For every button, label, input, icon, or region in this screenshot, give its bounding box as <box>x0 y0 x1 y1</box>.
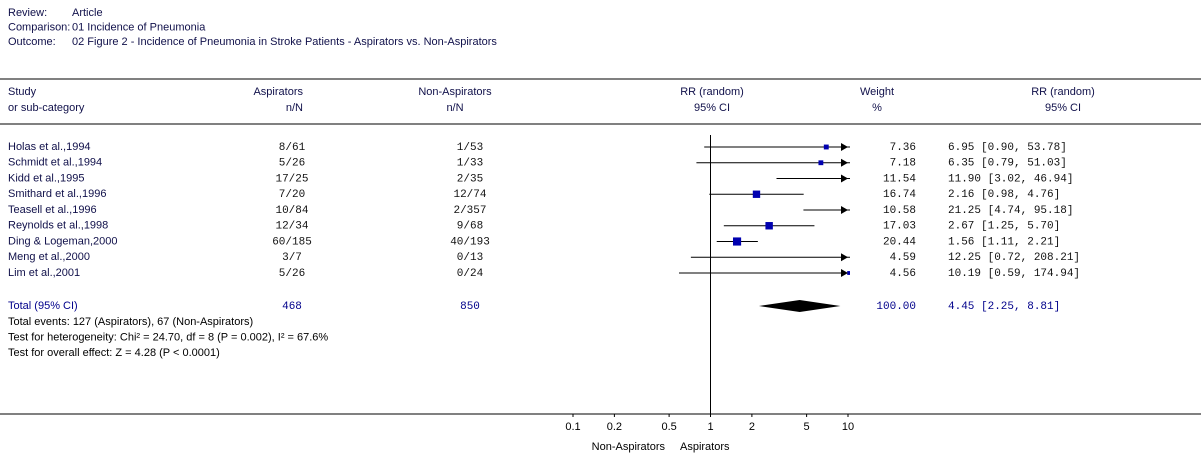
aspirators: 10/84 <box>275 205 308 217</box>
estimate-marker <box>823 144 829 150</box>
x-tick-label: 10 <box>842 421 854 433</box>
ci-arrow <box>841 143 848 151</box>
total-ci-label: 4.45 [2.25, 8.81] <box>948 301 1060 313</box>
study-name: Lim et al.,2001 <box>8 267 80 279</box>
ci-arrow <box>841 174 848 183</box>
total-aspirators: 468 <box>282 301 302 313</box>
aspirators: 8/61 <box>279 142 306 154</box>
ci-label: 12.25 [0.72, 208.21] <box>948 252 1080 264</box>
estimate-marker <box>765 222 773 230</box>
study-name: Kidd et al.,1995 <box>8 172 84 184</box>
header-label: Outcome: <box>8 36 56 48</box>
non-aspirators: 0/24 <box>457 268 484 280</box>
footnote: Test for heterogeneity: Chi² = 24.70, df… <box>8 331 328 343</box>
footnote: Total events: 127 (Aspirators), 67 (Non-… <box>8 316 253 328</box>
header-label: Review: <box>8 7 47 19</box>
axis-label-right: Aspirators <box>680 441 730 453</box>
non-aspirators: 0/13 <box>457 252 483 264</box>
weight: 16.74 <box>883 189 916 201</box>
ci-label: 2.67 [1.25, 5.70] <box>948 221 1060 233</box>
column-subtitle: % <box>872 102 882 114</box>
estimate-marker <box>847 271 850 275</box>
weight: 4.59 <box>890 252 916 264</box>
total-diamond <box>758 300 841 312</box>
footnote: Test for overall effect: Z = 4.28 (P < 0… <box>8 347 220 359</box>
weight: 7.36 <box>890 142 916 154</box>
ci-label: 6.95 [0.90, 53.78] <box>948 142 1067 154</box>
ci-arrow <box>841 269 848 277</box>
column-subtitle: 95% CI <box>1045 102 1081 114</box>
ci-arrow <box>841 253 848 262</box>
aspirators: 3/7 <box>282 252 302 264</box>
column-subtitle: n/N <box>286 102 303 114</box>
ci-label: 6.35 [0.79, 51.03] <box>948 158 1067 170</box>
ci-label: 1.56 [1.11, 2.21] <box>948 236 1060 248</box>
x-tick-label: 0.5 <box>661 421 676 433</box>
estimate-marker <box>855 175 861 181</box>
header-value: Article <box>72 7 103 19</box>
weight: 10.58 <box>883 205 916 217</box>
non-aspirators: 2/357 <box>453 205 486 217</box>
study-name: Meng et al.,2000 <box>8 251 90 263</box>
non-aspirators: 12/74 <box>453 189 486 201</box>
aspirators: 5/26 <box>279 158 305 170</box>
ci-label: 21.25 [4.74, 95.18] <box>948 205 1073 217</box>
x-tick-label: 5 <box>804 421 810 433</box>
column-title: Non-Aspirators <box>418 86 492 98</box>
weight: 17.03 <box>883 221 916 233</box>
weight: 11.54 <box>883 173 916 185</box>
study-name: Smithard et al.,1996 <box>8 188 106 200</box>
column-title: Study <box>8 86 37 98</box>
aspirators: 17/25 <box>275 173 308 185</box>
ci-arrow <box>841 206 848 214</box>
estimate-marker <box>818 160 824 166</box>
header-label: Comparison: <box>8 21 70 33</box>
column-subtitle: n/N <box>446 102 463 114</box>
column-subtitle: 95% CI <box>694 102 730 114</box>
x-tick-label: 2 <box>749 421 755 433</box>
total-weight: 100.00 <box>876 301 916 313</box>
weight: 20.44 <box>883 236 916 248</box>
non-aspirators: 9/68 <box>457 221 483 233</box>
estimate-marker <box>752 190 761 198</box>
non-aspirators: 1/33 <box>457 158 483 170</box>
non-aspirators: 1/53 <box>457 142 483 154</box>
column-title: Aspirators <box>253 86 303 98</box>
ci-label: 2.16 [0.98, 4.76] <box>948 189 1060 201</box>
x-tick-label: 0.2 <box>607 421 622 433</box>
column-title: RR (random) <box>680 86 744 98</box>
ci-arrow <box>841 158 848 167</box>
x-tick-label: 0.1 <box>565 421 580 433</box>
column-title: Weight <box>860 86 894 98</box>
weight: 7.18 <box>890 158 916 170</box>
ci-label: 11.90 [3.02, 46.94] <box>948 173 1073 185</box>
study-name: Ding & Logeman,2000 <box>8 235 117 247</box>
study-name: Holas et al.,1994 <box>8 141 91 153</box>
total-non-aspirators: 850 <box>460 301 480 313</box>
estimate-marker <box>732 237 742 246</box>
plot-area <box>678 144 862 312</box>
estimate-marker <box>858 255 862 259</box>
column-subtitle: or sub-category <box>8 102 85 114</box>
x-tick-label: 1 <box>707 421 713 433</box>
non-aspirators: 2/35 <box>457 173 483 185</box>
ci-label: 10.19 [0.59, 174.94] <box>948 268 1080 280</box>
column-title: RR (random) <box>1031 86 1095 98</box>
aspirators: 60/185 <box>272 236 312 248</box>
study-name: Teasell et al.,1996 <box>8 204 97 216</box>
header-value: 01 Incidence of Pneumonia <box>72 21 206 33</box>
header-value: 02 Figure 2 - Incidence of Pneumonia in … <box>72 36 497 48</box>
non-aspirators: 40/193 <box>450 236 490 248</box>
total-name: Total (95% CI) <box>8 300 78 312</box>
aspirators: 12/34 <box>275 221 308 233</box>
study-name: Reynolds et al.,1998 <box>8 220 108 232</box>
weight: 4.56 <box>890 268 916 280</box>
aspirators: 7/20 <box>279 189 305 201</box>
study-name: Schmidt et al.,1994 <box>8 157 102 169</box>
aspirators: 5/26 <box>279 268 305 280</box>
axis-label-left: Non-Aspirators <box>592 441 666 453</box>
